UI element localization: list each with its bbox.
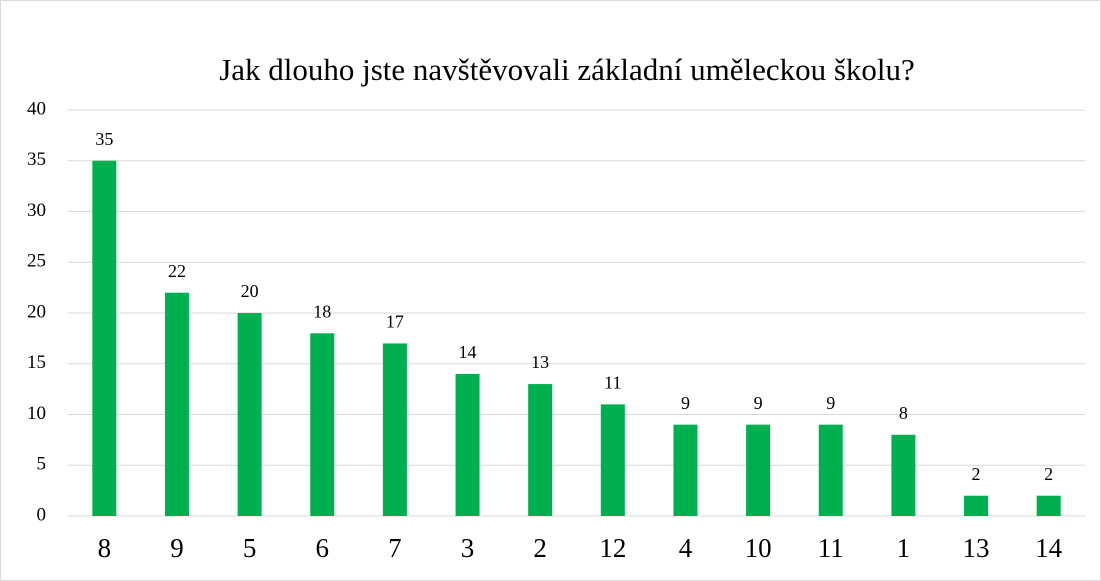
y-tick-label: 15	[27, 352, 46, 373]
bar	[1036, 495, 1061, 516]
data-label: 14	[459, 342, 477, 362]
bar	[746, 424, 771, 516]
bar	[528, 384, 553, 516]
x-tick-label: 1	[897, 533, 911, 563]
bar	[818, 424, 843, 516]
x-tick-label: 2	[533, 533, 547, 563]
bar	[382, 343, 407, 516]
data-label: 9	[681, 393, 690, 413]
data-label: 2	[1044, 464, 1053, 484]
data-label: 8	[899, 403, 908, 423]
x-tick-label: 14	[1035, 533, 1063, 563]
data-label: 22	[168, 261, 186, 281]
x-tick-label: 12	[599, 533, 626, 563]
data-label: 20	[241, 281, 259, 301]
data-label: 18	[313, 301, 331, 321]
bar	[164, 292, 189, 516]
data-label: 13	[531, 352, 549, 372]
x-tick-label: 6	[316, 533, 330, 563]
data-label: 17	[386, 312, 404, 332]
bar	[92, 160, 117, 516]
x-tick-label: 8	[98, 533, 112, 563]
x-tick-label: 13	[963, 533, 990, 563]
x-tick-label: 5	[243, 533, 257, 563]
x-tick-label: 3	[461, 533, 475, 563]
y-tick-label: 35	[27, 149, 46, 170]
y-tick-label: 10	[27, 403, 46, 424]
x-tick-label: 11	[818, 533, 844, 563]
data-label: 9	[826, 393, 835, 413]
y-tick-label: 30	[27, 200, 46, 221]
bar	[455, 373, 480, 516]
data-label: 35	[95, 129, 113, 149]
data-label: 11	[604, 372, 621, 392]
x-tick-label: 7	[388, 533, 402, 563]
y-tick-label: 5	[37, 454, 47, 475]
y-tick-label: 25	[27, 251, 46, 272]
y-tick-label: 40	[27, 98, 46, 119]
y-tick-label: 0	[37, 504, 47, 525]
data-label: 9	[754, 393, 763, 413]
y-tick-label: 20	[27, 301, 46, 322]
bar	[891, 434, 916, 516]
x-tick-label: 10	[745, 533, 772, 563]
bar	[964, 495, 989, 516]
bar	[310, 333, 335, 516]
x-tick-label: 9	[170, 533, 184, 563]
bar	[600, 404, 625, 516]
data-label: 2	[972, 464, 981, 484]
chart-title: Jak dlouho jste navštěvovali základní um…	[219, 52, 915, 87]
bar	[237, 313, 262, 516]
bar	[673, 424, 698, 516]
x-tick-label: 4	[679, 533, 693, 563]
